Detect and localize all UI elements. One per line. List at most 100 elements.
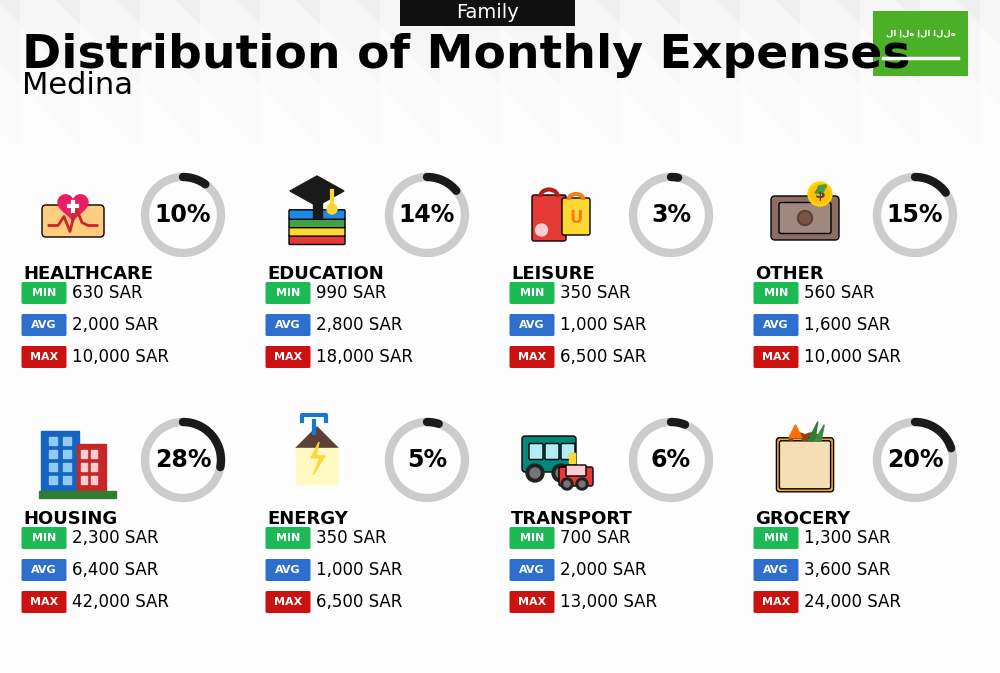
Bar xyxy=(41,431,79,492)
Bar xyxy=(91,476,97,484)
FancyBboxPatch shape xyxy=(545,444,559,460)
Text: MAX: MAX xyxy=(274,352,302,362)
Bar xyxy=(63,476,71,484)
Text: MIN: MIN xyxy=(276,533,300,543)
Text: 1,000 SAR: 1,000 SAR xyxy=(560,316,646,334)
Text: MAX: MAX xyxy=(30,352,58,362)
Text: AVG: AVG xyxy=(275,565,301,575)
Text: ENERGY: ENERGY xyxy=(267,510,348,528)
FancyBboxPatch shape xyxy=(266,314,310,336)
Text: LEISURE: LEISURE xyxy=(511,265,595,283)
Text: AVG: AVG xyxy=(519,320,545,330)
FancyBboxPatch shape xyxy=(266,282,310,304)
Text: 2,800 SAR: 2,800 SAR xyxy=(316,316,402,334)
Text: EDUCATION: EDUCATION xyxy=(267,265,384,283)
Circle shape xyxy=(327,204,337,214)
Text: HEALTHCARE: HEALTHCARE xyxy=(23,265,153,283)
FancyBboxPatch shape xyxy=(22,559,66,581)
Text: MAX: MAX xyxy=(30,597,58,607)
Text: MIN: MIN xyxy=(32,533,56,543)
Bar xyxy=(91,463,97,471)
Text: AVG: AVG xyxy=(31,565,57,575)
Text: لا إله إلا الله: لا إله إلا الله xyxy=(886,28,955,37)
FancyBboxPatch shape xyxy=(289,218,345,227)
Text: 5%: 5% xyxy=(407,448,447,472)
Circle shape xyxy=(810,184,830,204)
FancyBboxPatch shape xyxy=(776,438,834,492)
FancyBboxPatch shape xyxy=(510,527,554,549)
Polygon shape xyxy=(296,427,338,448)
FancyBboxPatch shape xyxy=(266,591,310,613)
Text: 3,600 SAR: 3,600 SAR xyxy=(804,561,891,579)
Text: 2,000 SAR: 2,000 SAR xyxy=(560,561,646,579)
Bar xyxy=(63,463,71,471)
Text: 1,300 SAR: 1,300 SAR xyxy=(804,529,891,547)
FancyBboxPatch shape xyxy=(510,591,554,613)
Polygon shape xyxy=(789,425,802,437)
Text: GROCERY: GROCERY xyxy=(755,510,850,528)
Text: MAX: MAX xyxy=(518,352,546,362)
Bar xyxy=(81,463,87,471)
Circle shape xyxy=(564,481,570,487)
FancyBboxPatch shape xyxy=(289,227,345,236)
FancyBboxPatch shape xyxy=(754,559,798,581)
FancyBboxPatch shape xyxy=(510,346,554,368)
Text: MAX: MAX xyxy=(762,352,790,362)
Bar xyxy=(81,450,87,458)
Bar xyxy=(39,491,116,498)
Text: AVG: AVG xyxy=(763,320,789,330)
Text: Family: Family xyxy=(456,3,519,22)
Text: 3%: 3% xyxy=(651,203,691,227)
FancyBboxPatch shape xyxy=(532,195,566,241)
Text: Medina: Medina xyxy=(22,71,133,100)
FancyBboxPatch shape xyxy=(529,444,543,460)
Text: 560 SAR: 560 SAR xyxy=(804,284,874,302)
Text: HOUSING: HOUSING xyxy=(23,510,117,528)
Circle shape xyxy=(579,481,585,487)
Bar xyxy=(49,450,57,458)
FancyBboxPatch shape xyxy=(522,436,576,472)
FancyBboxPatch shape xyxy=(510,282,554,304)
Text: MIN: MIN xyxy=(764,533,788,543)
Circle shape xyxy=(798,211,812,225)
Bar xyxy=(63,450,71,458)
Text: 6,400 SAR: 6,400 SAR xyxy=(72,561,158,579)
Text: U: U xyxy=(569,209,583,227)
FancyBboxPatch shape xyxy=(779,203,831,234)
Text: 14%: 14% xyxy=(399,203,455,227)
Text: 24,000 SAR: 24,000 SAR xyxy=(804,593,901,611)
FancyBboxPatch shape xyxy=(42,205,104,237)
Circle shape xyxy=(576,478,588,490)
Text: 1,000 SAR: 1,000 SAR xyxy=(316,561,402,579)
Text: AVG: AVG xyxy=(519,565,545,575)
Text: 630 SAR: 630 SAR xyxy=(72,284,143,302)
Text: 350 SAR: 350 SAR xyxy=(316,529,387,547)
Text: AVG: AVG xyxy=(275,320,301,330)
Circle shape xyxy=(552,464,570,482)
FancyBboxPatch shape xyxy=(561,444,575,460)
FancyBboxPatch shape xyxy=(289,235,345,244)
Text: 10%: 10% xyxy=(155,203,211,227)
Polygon shape xyxy=(290,176,344,206)
Text: MIN: MIN xyxy=(520,288,544,298)
FancyBboxPatch shape xyxy=(754,346,798,368)
Text: 42,000 SAR: 42,000 SAR xyxy=(72,593,169,611)
Bar xyxy=(49,476,57,484)
FancyBboxPatch shape xyxy=(754,527,798,549)
FancyBboxPatch shape xyxy=(510,559,554,581)
Circle shape xyxy=(561,478,573,490)
Text: 2,300 SAR: 2,300 SAR xyxy=(72,529,159,547)
Polygon shape xyxy=(808,421,818,441)
FancyBboxPatch shape xyxy=(289,210,345,219)
FancyBboxPatch shape xyxy=(754,591,798,613)
FancyBboxPatch shape xyxy=(510,314,554,336)
Text: TRANSPORT: TRANSPORT xyxy=(511,510,633,528)
FancyBboxPatch shape xyxy=(562,198,590,235)
Text: 990 SAR: 990 SAR xyxy=(316,284,386,302)
Polygon shape xyxy=(815,425,824,441)
Circle shape xyxy=(556,468,566,478)
Text: 6%: 6% xyxy=(651,448,691,472)
Text: MIN: MIN xyxy=(764,288,788,298)
Text: 18,000 SAR: 18,000 SAR xyxy=(316,348,413,366)
Text: 13,000 SAR: 13,000 SAR xyxy=(560,593,657,611)
